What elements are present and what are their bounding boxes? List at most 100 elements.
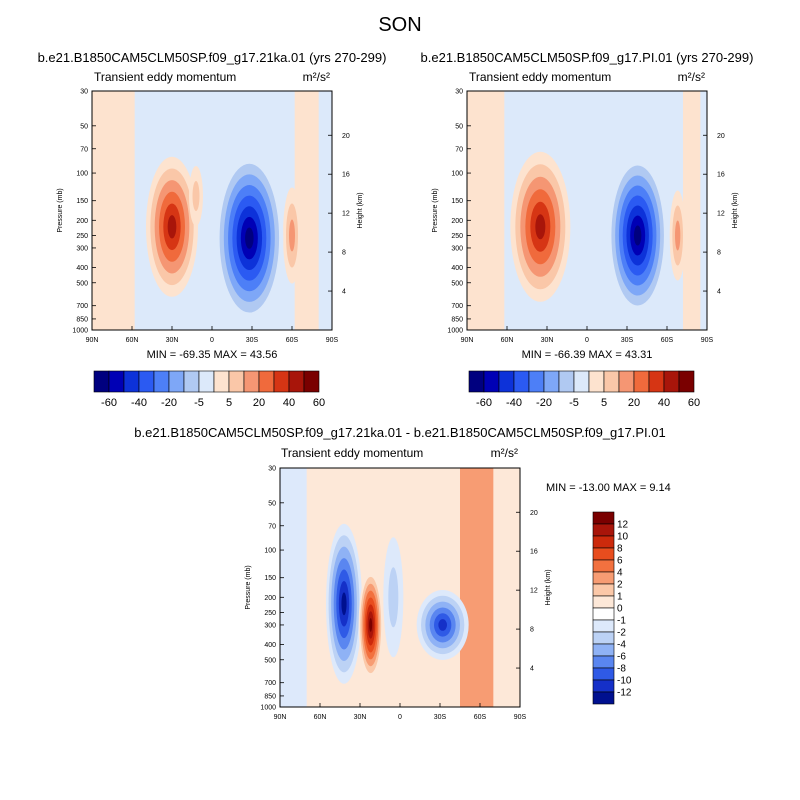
panel-2-title: b.e21.B1850CAM5CLM50SP.f09_g17.PI.01 (yr… xyxy=(421,50,754,65)
y-tick-label: 30 xyxy=(80,89,88,96)
positive-contour xyxy=(369,618,373,632)
colorbar-swatch xyxy=(138,370,155,393)
colorbar-label: -5 xyxy=(569,397,579,409)
x-tick-label: 30S xyxy=(434,714,447,721)
colorbar-label: 6 xyxy=(617,556,623,567)
y-tick-label: 500 xyxy=(264,657,276,664)
colorbar-label: -4 xyxy=(617,640,626,651)
x-tick-label: 90S xyxy=(514,714,527,721)
positive-band xyxy=(683,91,701,330)
colorbar-swatch xyxy=(498,370,515,393)
colorbar-label: -6 xyxy=(617,652,626,663)
y-tick-label: 50 xyxy=(268,500,276,507)
colorbar-swatch xyxy=(123,370,140,393)
y2-tick-label: 12 xyxy=(342,211,350,218)
y-tick-label: 200 xyxy=(451,218,463,225)
y2-tick-label: 8 xyxy=(717,250,721,257)
colorbar-label: 8 xyxy=(617,544,623,555)
x-tick-label: 60S xyxy=(474,714,487,721)
positive-contour xyxy=(289,219,295,252)
x-tick-label: 60N xyxy=(126,337,139,344)
colorbar-swatch xyxy=(592,607,615,621)
colorbar-label: 5 xyxy=(601,397,607,409)
colorbar-swatch xyxy=(153,370,170,393)
y-tick-label: 850 xyxy=(264,693,276,700)
colorbar-swatch xyxy=(592,511,615,525)
colorbar-swatch xyxy=(258,370,275,393)
colorbar-swatch xyxy=(573,370,590,393)
colorbar-swatch xyxy=(592,595,615,609)
positive-contour xyxy=(675,220,681,251)
panel-2-minmax: MIN = -66.39 MAX = 43.31 xyxy=(522,349,653,361)
y-tick-label: 700 xyxy=(264,680,276,687)
y-tick-label: 150 xyxy=(76,198,88,205)
panel-1-units: m²/s² xyxy=(303,70,330,84)
y-tick-label: 1000 xyxy=(260,705,276,712)
colorbar-swatch xyxy=(213,370,230,393)
panel-3-minmax: MIN = -13.00 MAX = 9.14 xyxy=(546,482,671,494)
y-tick-label: 70 xyxy=(268,523,276,530)
y-axis-label: Pressure (mb) xyxy=(245,565,252,609)
negative-contour xyxy=(245,227,254,249)
positive-band xyxy=(467,91,505,330)
colorbar-swatch xyxy=(592,667,615,681)
colorbar-swatch xyxy=(592,583,615,597)
y2-tick-label: 8 xyxy=(530,627,534,634)
y-tick-label: 150 xyxy=(451,198,463,205)
colorbar-swatch xyxy=(592,679,615,693)
colorbar-label: -40 xyxy=(506,397,522,409)
y-axis-label: Pressure (mb) xyxy=(432,188,439,232)
colorbar-swatch xyxy=(543,370,560,393)
colorbar-label: 0 xyxy=(617,604,623,615)
colorbar-swatch xyxy=(678,370,695,393)
colorbar-swatch xyxy=(558,370,575,393)
page-title: SON xyxy=(378,14,421,36)
colorbar-label: -20 xyxy=(161,397,177,409)
y2-axis-label: Height (km) xyxy=(732,192,739,228)
x-tick-label: 30S xyxy=(621,337,634,344)
colorbar-label: -10 xyxy=(617,676,632,687)
colorbar-label: -8 xyxy=(617,664,626,675)
negative-contour xyxy=(633,225,642,246)
colorbar-swatch xyxy=(228,370,245,393)
colorbar-swatch xyxy=(648,370,665,393)
y2-tick-label: 4 xyxy=(717,289,721,296)
panel-3-units: m²/s² xyxy=(491,446,518,460)
colorbar-swatch xyxy=(592,535,615,549)
y-tick-label: 500 xyxy=(76,280,88,287)
colorbar-swatch xyxy=(273,370,290,393)
colorbar-swatch xyxy=(592,643,615,657)
panel-3-subtitle: Transient eddy momentum xyxy=(281,446,423,460)
panel-2-colorbar: -60 -40 -20 -5 5 20 40 60 xyxy=(468,370,700,409)
colorbar-label: -5 xyxy=(194,397,204,409)
y2-tick-label: 12 xyxy=(530,588,538,595)
panel-2-contour-field xyxy=(467,91,701,330)
y-tick-label: 850 xyxy=(76,316,88,323)
panel-2-background xyxy=(467,91,707,330)
y2-tick-label: 20 xyxy=(530,510,538,517)
y-tick-label: 200 xyxy=(76,218,88,225)
negative-contour xyxy=(341,592,347,616)
y-tick-label: 100 xyxy=(264,548,276,555)
y-tick-label: 50 xyxy=(455,123,463,130)
x-tick-label: 30S xyxy=(246,337,259,344)
colorbar-label: 60 xyxy=(688,397,700,409)
positive-contour xyxy=(167,215,177,239)
colorbar-swatch xyxy=(303,370,320,393)
colorbar-swatch xyxy=(468,370,485,393)
positive-band xyxy=(92,91,135,330)
panel-3-contour-field xyxy=(280,468,494,707)
colorbar-swatch xyxy=(528,370,545,393)
y-tick-label: 300 xyxy=(264,622,276,629)
colorbar-label: -12 xyxy=(617,688,632,699)
colorbar-swatch xyxy=(588,370,605,393)
colorbar-swatch xyxy=(592,631,615,645)
x-tick-label: 30N xyxy=(166,337,179,344)
y2-tick-label: 20 xyxy=(717,133,725,140)
x-tick-label: 30N xyxy=(541,337,554,344)
colorbar-label: -2 xyxy=(617,628,626,639)
panel-3-axes: 90N 60N 30N 0 30S 60S 90S 30 50 70 100 150 200 250 300… xyxy=(245,466,552,722)
colorbar-swatch xyxy=(183,370,200,393)
panel-2: b.e21.B1850CAM5CLM50SP.f09_g17.PI.01 (yr… xyxy=(421,50,754,409)
